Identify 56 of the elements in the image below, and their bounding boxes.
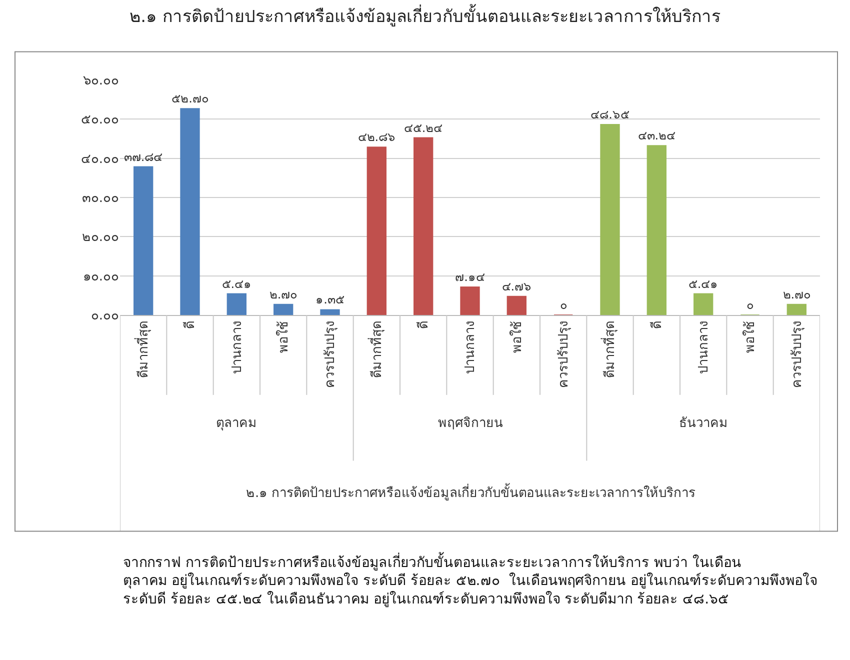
data-label: ๔๒.๘๖ — [358, 130, 396, 144]
y-tick-label: ๕๐.๐๐ — [80, 112, 119, 128]
x-tick-label: ดีมากที่สุด — [368, 321, 385, 378]
x-tick-label: ปานกลาง — [696, 321, 712, 374]
data-label: ๓๗.๘๔ — [124, 150, 163, 164]
text: ตุลาคม — [216, 416, 257, 431]
data-label: ๐ — [746, 298, 754, 312]
bar — [180, 108, 200, 315]
bar — [694, 293, 714, 315]
bar — [506, 296, 526, 315]
bar — [274, 304, 294, 315]
x-tick-label: ดี — [182, 321, 198, 330]
x-tick-label: ดี — [416, 321, 432, 330]
bar — [414, 137, 434, 315]
bar — [786, 304, 806, 315]
data-label: ๕.๔๑ — [222, 276, 252, 291]
x-tick-label: พอใช้ — [742, 321, 758, 354]
x-tick-label: ควรปรับปรุง — [556, 321, 572, 388]
x-tick-label: ดี — [648, 321, 665, 330]
x-tick-label: ดีมากที่สุด — [601, 321, 618, 378]
bar — [600, 124, 620, 315]
x-tick-label: ปานกลาง — [230, 321, 245, 374]
data-label: ๕.๔๑ — [688, 276, 718, 291]
data-label: ๗.๑๔ — [455, 270, 485, 284]
x-tick-label: ควรปรับปรุง — [790, 321, 805, 388]
data-label: ๔๕.๒๔ — [404, 120, 443, 135]
bar — [134, 166, 154, 315]
y-tick-label: ๑๐.๐๐ — [82, 269, 119, 284]
text: ธันวาคม — [679, 416, 728, 431]
x-tick-label: พอใช้ — [276, 321, 292, 354]
data-label: ๒.๗๐ — [269, 287, 298, 302]
y-tick-label: ๓๐.๐๐ — [82, 191, 119, 206]
data-label: ๕๒.๗๐ — [172, 92, 208, 106]
data-label: ๔๘.๖๕ — [590, 107, 630, 122]
text: ๒.๑ การติดป้ายประกาศหรือแจ้งข้อมูลเกี่ยวกับขั้นตอนและระยะเวลาการให้บริการ — [246, 483, 696, 501]
x-tick-label: ดีมากที่สุด — [134, 321, 152, 378]
data-label: ๔.๗๖ — [502, 279, 532, 294]
y-tick-label: ๒๐.๐๐ — [82, 230, 119, 246]
text: พฤศจิกายน — [438, 416, 503, 431]
data-label: ๐ — [560, 298, 567, 312]
data-label: ๒.๗๐ — [782, 287, 811, 302]
chart-title: ๒.๑ การติดป้ายประกาศหรือแจ้งข้อมูลเกี่ยวกับขั้นตอนและระยะเวลาการให้บริการ — [130, 4, 720, 27]
text: จากกราฟ การติดป้ายประกาศหรือแจ้งข้อมูลเกี่ยวกับขั้นตอนและระยะเวลาการให้บริการ พบว่า ในเดือน ตุลาคม อยู่ในเกณฑ์ระดับความพึงพอใจ ระดับดี ร้อยละ ๕๒.๗๐ ในเดือนพฤศจิกายน อยู่ในเกณฑ์ระดับความพึงพอใจ ระดับดี ร้อยละ ๔๕.๒๔ ในเดือนธันวาคม อยู่ในเกณฑ์ระดับความพึงพอใจ ระดับดีมาก ร้อยละ ๔๘.๖๕ — [123, 552, 818, 608]
x-tick-label: ควรปรับปรุง — [323, 321, 338, 388]
data-label: ๑.๓๕ — [316, 292, 344, 307]
bar — [320, 309, 340, 315]
x-tick-label: พอใช้ — [508, 321, 525, 354]
data-label: ๔๓.๒๔ — [638, 128, 676, 143]
bar — [226, 293, 246, 315]
y-tick-label: ๐.๐๐ — [90, 308, 119, 324]
x-tick-label: ปานกลาง — [463, 321, 478, 374]
bar — [646, 145, 666, 315]
y-tick-label: ๔๐.๐๐ — [80, 152, 119, 167]
bar — [460, 286, 480, 315]
bar — [366, 146, 386, 315]
y-tick-label: ๖๐.๐๐ — [82, 74, 119, 89]
